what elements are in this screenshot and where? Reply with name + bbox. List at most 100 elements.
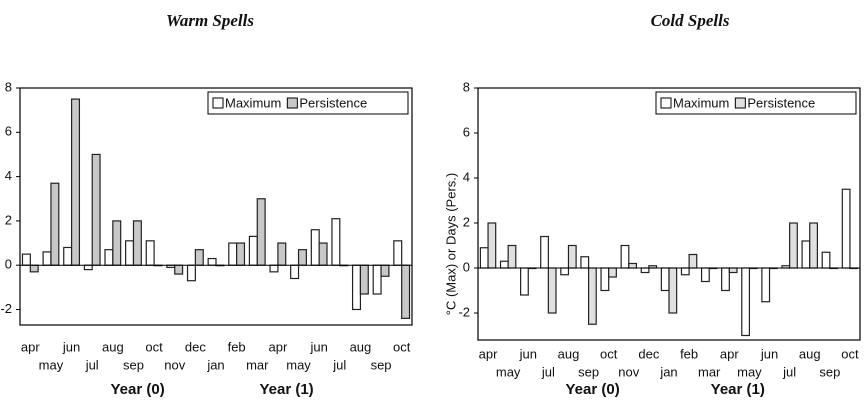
x-axis-label: Year (0) [565, 381, 619, 398]
y-tick-label: 2 [5, 212, 12, 227]
x-tick-label: aug [799, 346, 821, 361]
bar [63, 246, 73, 266]
bar [21, 253, 31, 266]
bar [608, 267, 617, 278]
x-tick-label: may [737, 364, 762, 379]
x-tick-label: feb [680, 346, 698, 361]
bar [668, 267, 678, 314]
x-axis-label: Year (1) [259, 381, 313, 398]
x-tick-label: jan [659, 364, 677, 379]
x-tick-label: mar [246, 357, 269, 372]
x-tick-label: may [496, 364, 521, 379]
bar [721, 267, 730, 292]
x-tick-label: may [39, 357, 64, 372]
x-tick-label: jul [332, 357, 346, 372]
bar [70, 98, 81, 266]
y-tick-label: 6 [463, 124, 470, 139]
bar [297, 249, 307, 266]
plot-frame [19, 87, 413, 326]
bar [351, 264, 362, 311]
bar [520, 267, 529, 296]
bar [821, 251, 831, 269]
x-tick-label: jul [85, 357, 99, 372]
x-tick-label: jul [782, 364, 796, 379]
x-tick-label: apr [720, 346, 739, 361]
x-tick-label: sep [819, 364, 840, 379]
bar [91, 153, 101, 266]
legend-swatch [286, 97, 298, 109]
bar [112, 220, 122, 266]
chart-title: Cold Spells [651, 11, 730, 30]
y-tick-label: 6 [5, 124, 12, 139]
bar [186, 264, 196, 282]
bar [236, 242, 246, 266]
bar [560, 267, 570, 276]
bar [628, 262, 638, 269]
bar [194, 249, 204, 266]
x-tick-label: aug [350, 339, 372, 354]
bar [228, 242, 238, 266]
bar [83, 264, 93, 271]
bar [801, 240, 811, 269]
bar [587, 267, 597, 325]
bar [248, 235, 258, 266]
bar [104, 249, 114, 266]
bar [640, 267, 650, 274]
bar [580, 256, 590, 269]
chart-title: Warm Spells [166, 11, 254, 30]
legend-label: Persistence [299, 95, 367, 110]
legend-swatch [734, 97, 746, 109]
bar [789, 222, 798, 269]
y-tick-label: 4 [5, 168, 12, 183]
bar [269, 264, 279, 273]
bar [741, 267, 751, 337]
bar [841, 188, 851, 269]
bar [393, 240, 403, 266]
bar [125, 240, 135, 266]
y-tick-label: -2 [0, 301, 12, 316]
x-tick-label: nov [618, 364, 639, 379]
bar [145, 240, 155, 266]
bar [761, 267, 771, 303]
bar [660, 267, 670, 292]
y-tick-label: 2 [463, 214, 470, 229]
x-tick-label: oct [393, 339, 411, 354]
legend-label: Maximum [225, 95, 281, 110]
x-tick-label: may [286, 357, 311, 372]
bar [809, 222, 818, 269]
bar [310, 229, 320, 266]
x-tick-label: dec [185, 339, 206, 354]
plot-frame [477, 87, 861, 341]
bar [359, 264, 369, 295]
x-tick-label: sep [123, 357, 144, 372]
bar [567, 244, 577, 269]
legend-swatch [212, 97, 224, 109]
bar [700, 267, 710, 283]
bar [207, 257, 217, 266]
x-tick-label: jun [519, 346, 537, 361]
bar [331, 218, 341, 266]
bar [547, 267, 557, 314]
legend-box [207, 91, 409, 115]
x-tick-label: jun [309, 339, 327, 354]
bar [540, 235, 549, 269]
x-axis-label: Year (1) [711, 381, 765, 398]
x-tick-label: jan [206, 357, 224, 372]
bar [277, 242, 287, 266]
x-tick-label: dec [638, 346, 659, 361]
bar [290, 264, 300, 280]
bar [401, 264, 411, 319]
bar [132, 220, 142, 266]
bar [380, 264, 390, 277]
x-tick-label: apr [479, 346, 498, 361]
bar [318, 242, 328, 266]
bar [680, 267, 690, 276]
x-tick-label: jun [760, 346, 778, 361]
y-tick-label: 8 [5, 79, 12, 94]
x-tick-label: feb [228, 339, 246, 354]
y-tick-label: 0 [463, 259, 470, 274]
x-tick-label: oct [600, 346, 618, 361]
legend-swatch [660, 97, 672, 109]
bar [479, 247, 489, 269]
